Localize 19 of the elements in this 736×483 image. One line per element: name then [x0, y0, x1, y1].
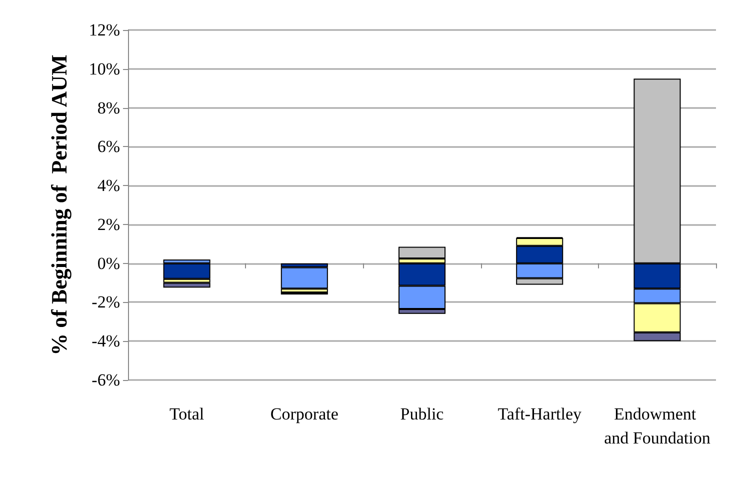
y-tick-label: 8% [97, 98, 120, 118]
y-tick-label: -2% [92, 292, 120, 312]
y-tick-label: -6% [92, 370, 120, 390]
x-tick-label: Endowment and Foundation [604, 404, 711, 448]
bar [163, 263, 210, 279]
y-tick-label: 10% [88, 59, 120, 78]
y-tick-label: 12% [88, 20, 120, 40]
bar [280, 267, 328, 289]
y-tick-label: 0% [97, 254, 120, 273]
bar [163, 282, 210, 288]
x-tick-label: Total [169, 404, 204, 424]
x-tick-label: Taft-Hartley [498, 404, 582, 424]
y-tick-label: 2% [97, 214, 120, 234]
y-axis-title: % of Beginning of Period AUM [46, 54, 72, 356]
x-tick-label: Public [400, 404, 444, 424]
y-tick-label: -4% [92, 332, 120, 351]
y-tick-label: 4% [97, 176, 120, 196]
x-tick-label: Corporate [270, 404, 338, 424]
y-tick-label: 6% [97, 137, 120, 156]
